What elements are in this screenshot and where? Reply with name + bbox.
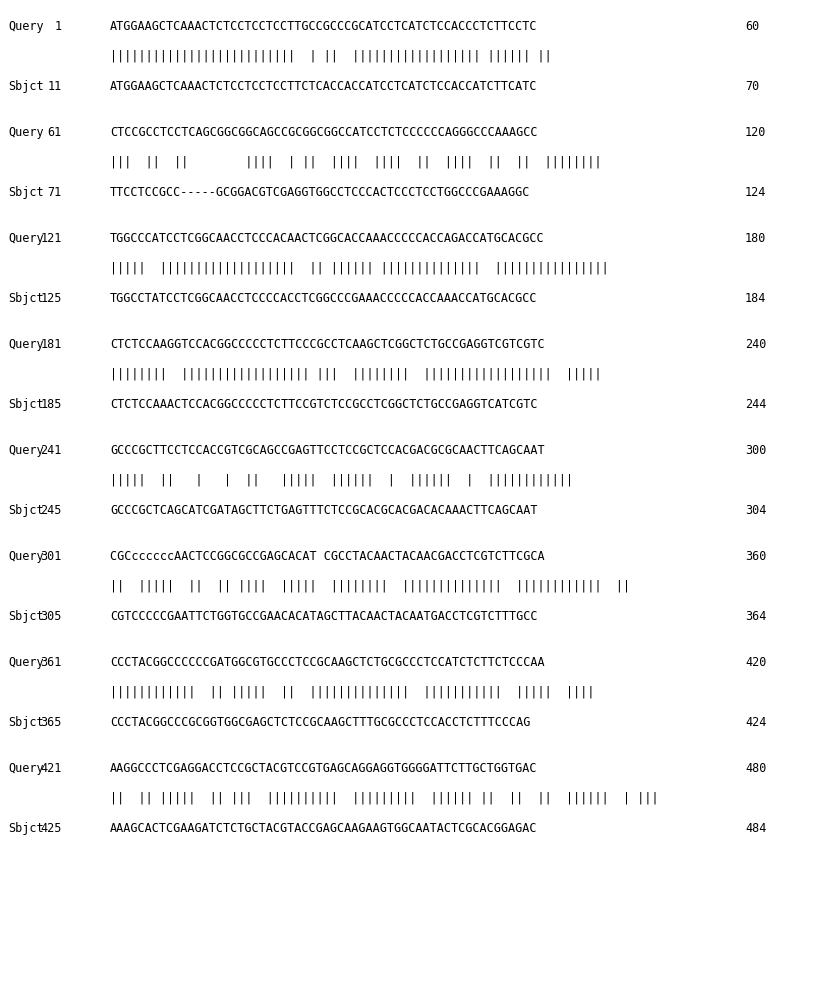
Text: 300: 300 (745, 444, 766, 457)
Text: 181: 181 (40, 338, 62, 351)
Text: AAAGCACTCGAAGATCTCTGCTACGTACCGAGCAAGAAGTGGCAATACTCGCACGGAGAC: AAAGCACTCGAAGATCTCTGCTACGTACCGAGCAAGAAGT… (110, 822, 537, 835)
Text: 240: 240 (745, 338, 766, 351)
Text: CGCccccccAACTCCGGCGCCGAGCACAT CGCCTACAACTACAACGACCTCGTCTTCGCA: CGCccccccAACTCCGGCGCCGAGCACAT CGCCTACAAC… (110, 550, 545, 563)
Text: 420: 420 (745, 656, 766, 669)
Text: AAGGCCCTCGAGGACCTCCGCTACGTCCGTGAGCAGGAGGTGGGGATTCTTGCTGGTGAC: AAGGCCCTCGAGGACCTCCGCTACGTCCGTGAGCAGGAGG… (110, 762, 537, 775)
Text: 480: 480 (745, 762, 766, 775)
Text: 60: 60 (745, 20, 759, 33)
Text: |||||  ||   |   |  ||   |||||  ||||||  |  ||||||  |  ||||||||||||: ||||| || | | || ||||| |||||| | |||||| | … (110, 474, 574, 487)
Text: 244: 244 (745, 398, 766, 411)
Text: 61: 61 (48, 126, 62, 139)
Text: Query: Query (8, 232, 44, 245)
Text: 365: 365 (40, 716, 62, 729)
Text: 1: 1 (55, 20, 62, 33)
Text: 360: 360 (745, 550, 766, 563)
Text: ||||||||||||  || |||||  ||  ||||||||||||||  |||||||||||  |||||  ||||: |||||||||||| || ||||| || |||||||||||||| … (110, 686, 594, 699)
Text: 71: 71 (48, 186, 62, 199)
Text: Query: Query (8, 20, 44, 33)
Text: 305: 305 (40, 610, 62, 623)
Text: ||||||||  |||||||||||||||||| |||  ||||||||  ||||||||||||||||||  |||||: |||||||| |||||||||||||||||| ||| ||||||||… (110, 368, 602, 381)
Text: CGTCCCCCGAATTCTGGTGCCGAACACATAGCTTACAACTACAATGACCTCGTCTTTGCC: CGTCCCCCGAATTCTGGTGCCGAACACATAGCTTACAACT… (110, 610, 537, 623)
Text: 304: 304 (745, 504, 766, 517)
Text: Query: Query (8, 126, 44, 139)
Text: TTCCTCCGCC-----GCGGACGTCGAGGTGGCCTCCCACTCCCTCCTGGCCCGAAAGGC: TTCCTCCGCC-----GCGGACGTCGAGGTGGCCTCCCACT… (110, 186, 531, 199)
Text: Sbjct: Sbjct (8, 610, 44, 623)
Text: CCCTACGGCCCGCGGTGGCGAGCTCTCCGCAAGCTTTGCGCCCTCCACCTCTTTCCCAG: CCCTACGGCCCGCGGTGGCGAGCTCTCCGCAAGCTTTGCG… (110, 716, 531, 729)
Text: 120: 120 (745, 126, 766, 139)
Text: CTCTCCAAGGTCCACGGCCCCCTCTTCCCGCCTCAAGCTCGGCTCTGCCGAGGTCGTCGTC: CTCTCCAAGGTCCACGGCCCCCTCTTCCCGCCTCAAGCTC… (110, 338, 545, 351)
Text: Query: Query (8, 444, 44, 457)
Text: Sbjct: Sbjct (8, 292, 44, 305)
Text: 421: 421 (40, 762, 62, 775)
Text: CTCCGCCTCCTCAGCGGCGGCAGCCGCGGCGGCCATCCTCTCCCCCCAGGGCCCAAAGCC: CTCCGCCTCCTCAGCGGCGGCAGCCGCGGCGGCCATCCTC… (110, 126, 537, 139)
Text: Sbjct: Sbjct (8, 398, 44, 411)
Text: ||  || |||||  || |||  ||||||||||  |||||||||  |||||| ||  ||  ||  ||||||  | |||: || || ||||| || ||| |||||||||| ||||||||| … (110, 792, 658, 805)
Text: 11: 11 (48, 80, 62, 93)
Text: 301: 301 (40, 550, 62, 563)
Text: ||||||||||||||||||||||||||  | ||  |||||||||||||||||| |||||| ||: |||||||||||||||||||||||||| | || ||||||||… (110, 50, 552, 63)
Text: Query: Query (8, 338, 44, 351)
Text: 70: 70 (745, 80, 759, 93)
Text: Query: Query (8, 550, 44, 563)
Text: 364: 364 (745, 610, 766, 623)
Text: TGGCCCATCCTCGGCAACCTCCCACAACTCGGCACCAAACCCCCACCAGACCATGCACGCC: TGGCCCATCCTCGGCAACCTCCCACAACTCGGCACCAAAC… (110, 232, 545, 245)
Text: 121: 121 (40, 232, 62, 245)
Text: GCCCGCTCAGCATCGATAGCTTCTGAGTTTCTCCGCACGCACGACACAAACTTCAGCAAT: GCCCGCTCAGCATCGATAGCTTCTGAGTTTCTCCGCACGC… (110, 504, 537, 517)
Text: CCCTACGGCCCCCCGATGGCGTGCCCTCCGCAAGCTCTGCGCCCTCCATCTCTTCTCCCAA: CCCTACGGCCCCCCGATGGCGTGCCCTCCGCAAGCTCTGC… (110, 656, 545, 669)
Text: ATGGAAGCTCAAACTCTCCTCCTCCTTCTCACCACCATCCTCATCTCCACCATCTTCATC: ATGGAAGCTCAAACTCTCCTCCTCCTTCTCACCACCATCC… (110, 80, 537, 93)
Text: 124: 124 (745, 186, 766, 199)
Text: Sbjct: Sbjct (8, 822, 44, 835)
Text: 125: 125 (40, 292, 62, 305)
Text: 484: 484 (745, 822, 766, 835)
Text: 184: 184 (745, 292, 766, 305)
Text: 245: 245 (40, 504, 62, 517)
Text: Sbjct: Sbjct (8, 186, 44, 199)
Text: 180: 180 (745, 232, 766, 245)
Text: 241: 241 (40, 444, 62, 457)
Text: GCCCGCTTCCTCCACCGTCGCAGCCGAGTTCCTCCGCTCCACGACGCGCAACTTCAGCAAT: GCCCGCTTCCTCCACCGTCGCAGCCGAGTTCCTCCGCTCC… (110, 444, 545, 457)
Text: |||  ||  ||        ||||  | ||  ||||  ||||  ||  ||||  ||  ||  ||||||||: ||| || || |||| | || |||| |||| || |||| ||… (110, 156, 602, 169)
Text: ||  |||||  ||  || ||||  |||||  ||||||||  ||||||||||||||  ||||||||||||  ||: || ||||| || || |||| ||||| |||||||| |||||… (110, 580, 630, 593)
Text: TGGCCTATCCTCGGCAACCTCCCCACCTCGGCCCGAAACCCCCACCAAACCATGCACGCC: TGGCCTATCCTCGGCAACCTCCCCACCTCGGCCCGAAACC… (110, 292, 537, 305)
Text: 425: 425 (40, 822, 62, 835)
Text: Query: Query (8, 656, 44, 669)
Text: Sbjct: Sbjct (8, 80, 44, 93)
Text: CTCTCCAAACTCCACGGCCCCCTCTTCCGTCTCCGCCTCGGCTCTGCCGAGGTCATCGTC: CTCTCCAAACTCCACGGCCCCCTCTTCCGTCTCCGCCTCG… (110, 398, 537, 411)
Text: ATGGAAGCTCAAACTCTCCTCCTCCTTGCCGCCCGCATCCTCATCTCCACCCTCTTCCTC: ATGGAAGCTCAAACTCTCCTCCTCCTTGCCGCCCGCATCC… (110, 20, 537, 33)
Text: Sbjct: Sbjct (8, 716, 44, 729)
Text: |||||  |||||||||||||||||||  || |||||| ||||||||||||||  ||||||||||||||||: ||||| ||||||||||||||||||| || |||||| ||||… (110, 262, 609, 275)
Text: 424: 424 (745, 716, 766, 729)
Text: 361: 361 (40, 656, 62, 669)
Text: Query: Query (8, 762, 44, 775)
Text: Sbjct: Sbjct (8, 504, 44, 517)
Text: 185: 185 (40, 398, 62, 411)
